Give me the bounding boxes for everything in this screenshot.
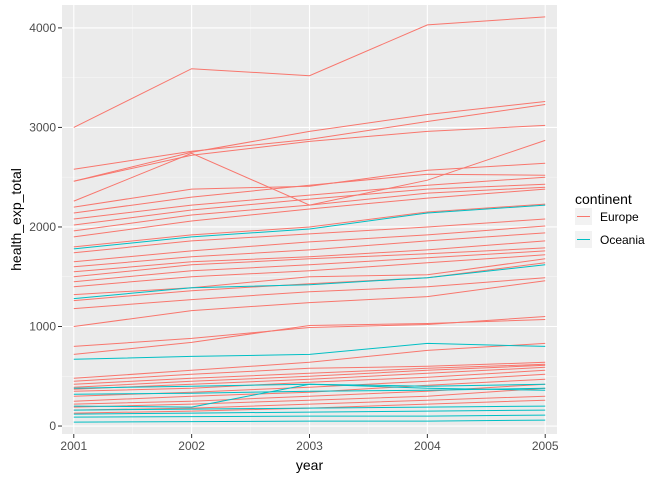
series-line-europe-36 — [73, 395, 546, 411]
series-line-europe-22 — [73, 277, 546, 310]
series-line-oceania-42 — [73, 387, 546, 395]
series-line-europe-17 — [73, 247, 546, 278]
series-line-europe-18 — [73, 250, 546, 283]
series-line-europe-35 — [73, 387, 546, 408]
y-axis-title: health_exp_total — [8, 168, 24, 271]
series-line-oceania-43 — [73, 383, 546, 408]
series-line-oceania-38 — [73, 204, 546, 250]
y-tick-label: 2000 — [29, 220, 56, 234]
series-line-europe-13 — [73, 218, 546, 254]
x-axis-ticks: 2001 2002 2003 2004 2005 — [60, 434, 559, 453]
x-axis-title: year — [296, 457, 324, 473]
series-line-europe-6 — [73, 162, 546, 208]
series-line-oceania-39 — [73, 264, 546, 300]
series-line-europe-16 — [73, 240, 546, 273]
series-line-europe-12 — [73, 203, 546, 248]
series-line-europe-11 — [73, 188, 546, 238]
series-line-oceania-40 — [73, 342, 546, 360]
series-line-europe-25 — [73, 319, 546, 355]
series-line-europe-20 — [73, 258, 546, 296]
x-tick-label: 2002 — [178, 439, 205, 453]
series-line-oceania-45 — [73, 409, 546, 415]
series-line-europe-3 — [73, 104, 546, 170]
legend-title: continent — [575, 191, 632, 207]
series-line-oceania-46 — [73, 414, 546, 418]
series-line-europe-29 — [73, 364, 546, 388]
legend-label-europe: Europe — [600, 210, 639, 224]
series-line-oceania-47 — [73, 419, 546, 423]
series-line-europe-1 — [73, 16, 546, 128]
y-tick-label: 0 — [49, 419, 56, 433]
series-line-europe-7 — [73, 173, 546, 214]
y-tick-label: 3000 — [29, 120, 56, 134]
series-line-oceania-44 — [73, 405, 546, 411]
series-line-europe-19 — [73, 254, 546, 288]
x-tick-label: 2004 — [414, 439, 441, 453]
y-axis-ticks: 0 1000 2000 3000 4000 — [29, 21, 62, 433]
series-line-europe-21 — [73, 262, 546, 302]
series-line-europe-28 — [73, 363, 546, 385]
x-tick-label: 2001 — [60, 439, 87, 453]
series-line-europe-14 — [73, 225, 546, 263]
y-tick-label: 1000 — [29, 320, 56, 334]
y-tick-label: 4000 — [29, 21, 56, 35]
series-line-europe-15 — [73, 232, 546, 268]
series-line-europe-4 — [73, 124, 546, 182]
series-line-europe-30 — [73, 366, 546, 390]
x-tick-label: 2003 — [296, 439, 323, 453]
series-line-europe-10 — [73, 186, 546, 232]
series-line-europe-31 — [73, 369, 546, 392]
series-line-europe-2 — [73, 101, 546, 182]
series-line-europe-33 — [73, 378, 546, 402]
series-line-europe-9 — [73, 183, 546, 226]
series-line-europe-27 — [73, 361, 546, 382]
legend: continent Europe Oceania — [575, 191, 645, 248]
series-line-europe-26 — [73, 342, 546, 379]
series-line-europe-8 — [73, 176, 546, 220]
series-line-europe-23 — [73, 280, 546, 327]
x-tick-label: 2005 — [532, 439, 559, 453]
series-lines — [73, 16, 546, 423]
legend-label-oceania: Oceania — [600, 233, 645, 247]
